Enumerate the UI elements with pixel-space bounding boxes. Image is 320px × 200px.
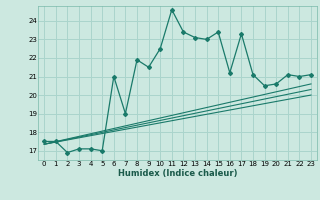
X-axis label: Humidex (Indice chaleur): Humidex (Indice chaleur) xyxy=(118,169,237,178)
